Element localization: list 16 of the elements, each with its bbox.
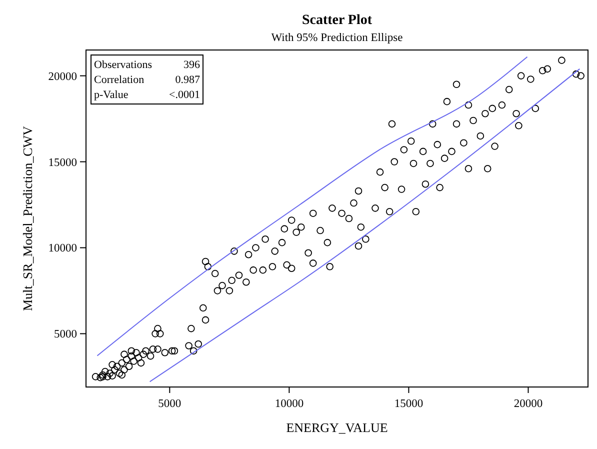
y-tick-label: 5000 xyxy=(54,328,78,341)
x-tick-label: 20000 xyxy=(514,398,543,410)
x-tick-label: 15000 xyxy=(394,398,424,410)
chart-title: Scatter Plot xyxy=(302,13,372,28)
text: Observations 396 xyxy=(94,59,200,71)
x-tick-label: 10000 xyxy=(274,398,304,410)
text: p-Value <.0001 xyxy=(94,89,200,101)
y-tick-label: 15000 xyxy=(48,156,78,169)
y-axis-title: Mult_SR_Model_Prediction_CWV xyxy=(20,125,35,311)
y-tick-label: 20000 xyxy=(48,70,78,83)
x-axis-title: ENERGY_VALUE xyxy=(286,420,388,435)
chart-subtitle: With 95% Prediction Ellipse xyxy=(271,32,403,44)
line-series xyxy=(149,68,580,382)
text: Correlation 0.987 xyxy=(94,74,200,86)
y-tick-label: 10000 xyxy=(48,242,78,255)
x-tick-label: 5000 xyxy=(158,398,182,410)
